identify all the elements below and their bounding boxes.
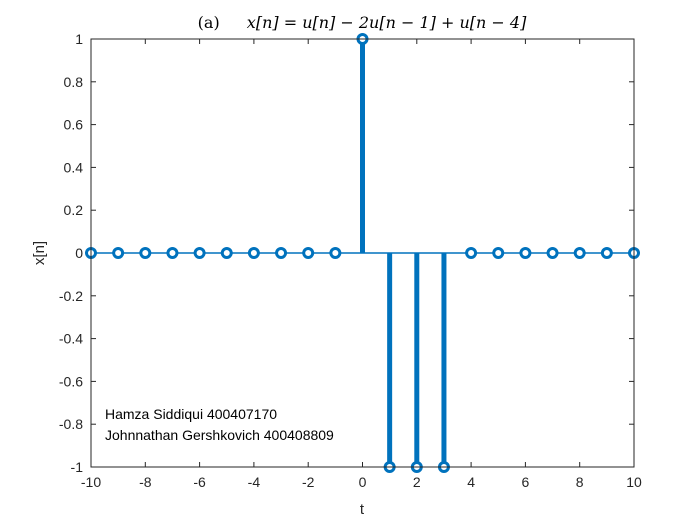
- tick-labels: -10 -8 -6 -4 -2 0 2 4 6 8 10 1 0.8 0.6 0.4 0.2 0 -0.2 -0.4…: [59, 31, 642, 490]
- x-tick-label: -2: [302, 474, 315, 490]
- stem-marker: [573, 247, 586, 259]
- title-prefix: (a): [198, 13, 220, 32]
- stem-marker: [166, 247, 179, 259]
- annotation-line-2: Johnnathan Gershkovich 400408809: [105, 427, 334, 443]
- x-tick-label: 2: [413, 474, 421, 490]
- x-tick-label: 0: [359, 474, 367, 490]
- y-tick-label: -1: [71, 459, 84, 475]
- y-tick-label: 0: [75, 245, 83, 261]
- y-tick-label: 0.8: [64, 74, 84, 90]
- y-tick-label: 0.2: [64, 202, 84, 218]
- y-axis-label: x[n]: [31, 241, 48, 265]
- y-tick-label: -0.2: [59, 288, 83, 304]
- stem-marker: [247, 247, 260, 259]
- x-tick-label: 8: [576, 474, 584, 490]
- title-equation: x[n] = u[n] − 2u[n − 1] + u[n − 4]: [247, 13, 527, 32]
- y-tick-label: 1: [75, 31, 83, 47]
- stem-marker: [600, 247, 613, 259]
- x-tick-label: -6: [193, 474, 206, 490]
- stem-marker: [220, 247, 233, 259]
- stem-marker: [546, 247, 559, 259]
- chart-title: (a) x[n] = u[n] − 2u[n − 1] + u[n − 4]: [198, 13, 527, 32]
- y-tick-label: 0.4: [64, 159, 84, 175]
- x-tick-label: -8: [139, 474, 152, 490]
- y-tick-label: -0.6: [59, 373, 83, 389]
- stem-marker: [519, 247, 532, 259]
- x-tick-label: 6: [522, 474, 530, 490]
- stem-marker: [193, 247, 206, 259]
- stem-marker: [112, 247, 125, 259]
- stem-marker: [329, 247, 342, 259]
- stem-series: [85, 33, 640, 473]
- x-tick-label: -10: [81, 474, 101, 490]
- x-tick-label: 10: [626, 474, 642, 490]
- x-tick-label: -4: [248, 474, 261, 490]
- x-axis-label: t: [360, 501, 365, 518]
- x-tick-label: 4: [467, 474, 475, 490]
- y-tick-label: 0.6: [64, 117, 84, 133]
- stem-marker: [465, 247, 478, 259]
- axes-box: [90, 38, 635, 468]
- y-tick-label: -0.8: [59, 416, 83, 432]
- stem-marker: [275, 247, 288, 259]
- annotation-line-1: Hamza Siddiqui 400407170: [105, 406, 277, 422]
- stem-marker: [302, 247, 315, 259]
- stem-marker: [139, 247, 152, 259]
- stem-marker: [492, 247, 505, 259]
- y-tick-label: -0.4: [59, 331, 83, 347]
